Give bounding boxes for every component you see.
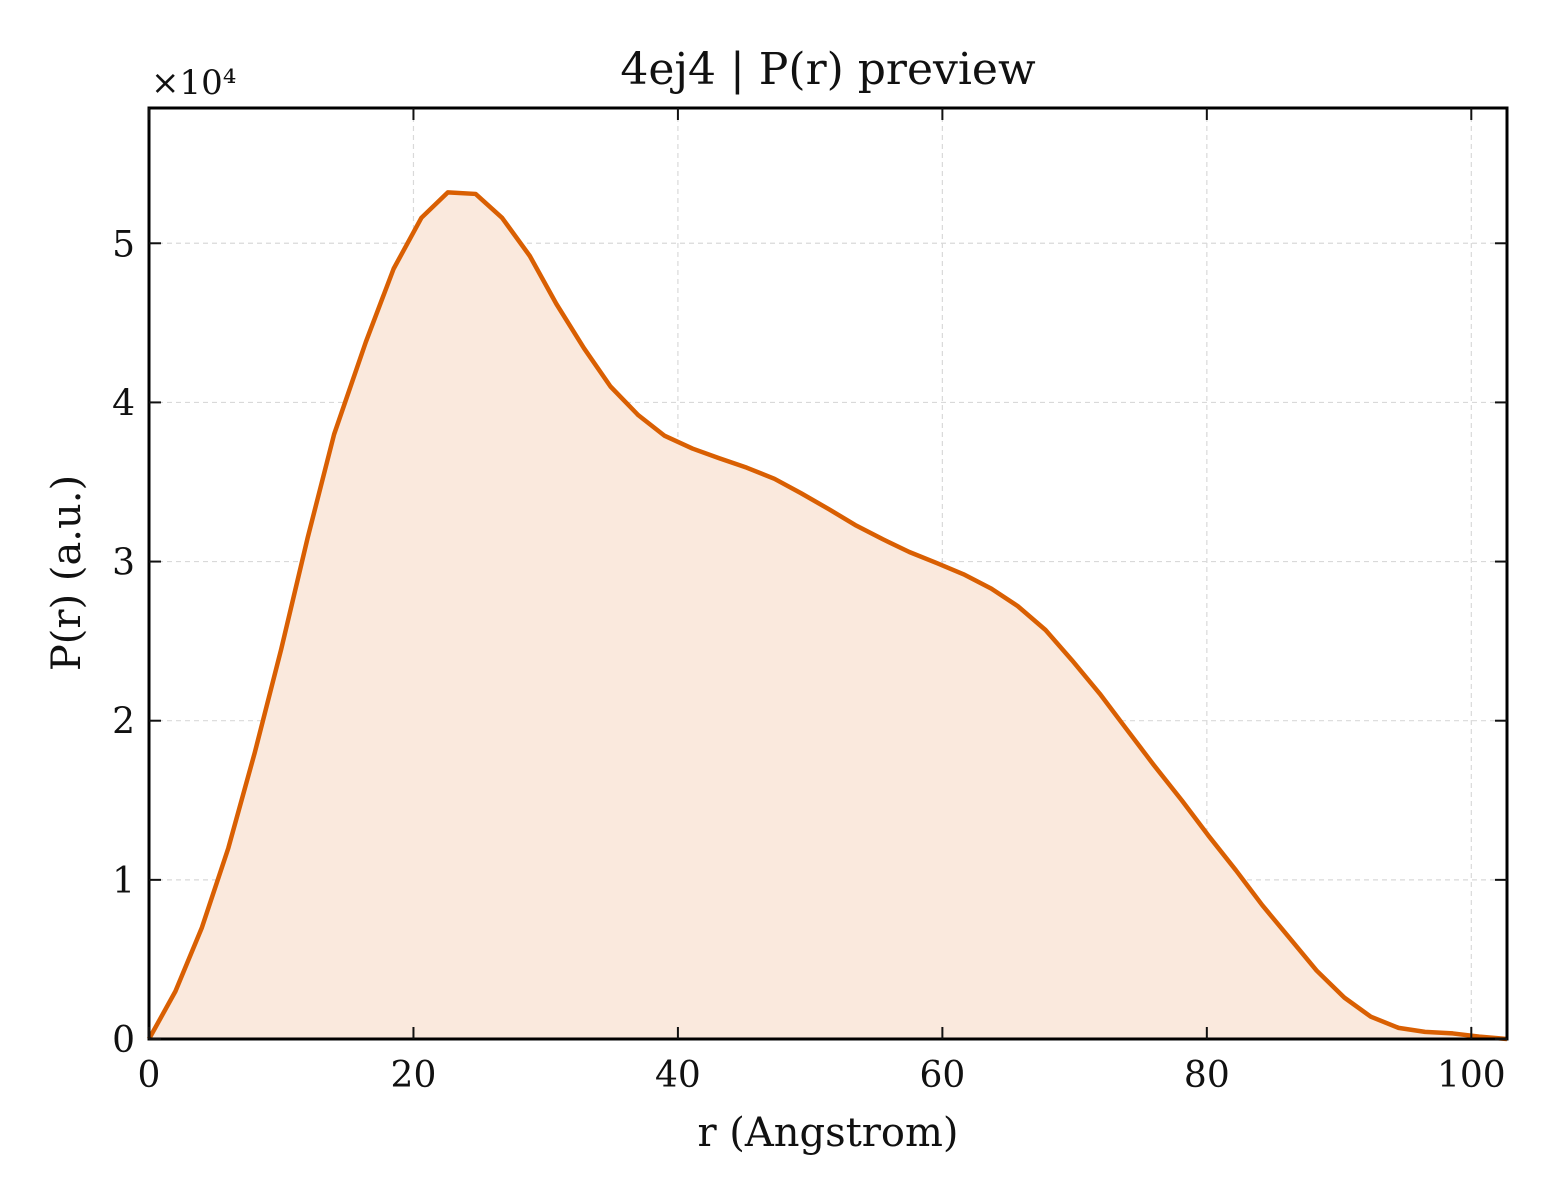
- plot-frame: [147, 106, 1509, 1041]
- y-tick-label-0: 0: [112, 1020, 135, 1061]
- x-tick-label-4: 80: [1184, 1055, 1230, 1096]
- x-tick-label-0: 0: [138, 1055, 161, 1096]
- y-tick-label-5: 5: [112, 224, 135, 265]
- tick-labels: 0 20 40 60 80 100 0 1 2 3 4 5: [112, 224, 1506, 1096]
- x-tick-label-5: 100: [1437, 1055, 1506, 1096]
- x-tick-label-3: 60: [919, 1055, 965, 1096]
- pr-series-line: [147, 190, 1508, 1042]
- y-tick-label-1: 1: [112, 861, 135, 902]
- y-multiplier-label: ×10⁴: [151, 63, 236, 103]
- x-axis-label: r (Angstrom): [697, 1110, 958, 1156]
- pr-area-fill: [149, 192, 1507, 1040]
- x-tick-label-1: 20: [391, 1055, 437, 1096]
- y-tick-label-2: 2: [112, 702, 135, 743]
- y-axis-label: P(r) (a.u.): [44, 475, 90, 671]
- y-tick-label-3: 3: [112, 543, 135, 584]
- x-tick-label-2: 40: [655, 1055, 701, 1096]
- axis-ticks: [148, 108, 1507, 1040]
- chart-title: 4ej4 | P(r) preview: [620, 44, 1036, 95]
- y-tick-label-4: 4: [112, 383, 135, 424]
